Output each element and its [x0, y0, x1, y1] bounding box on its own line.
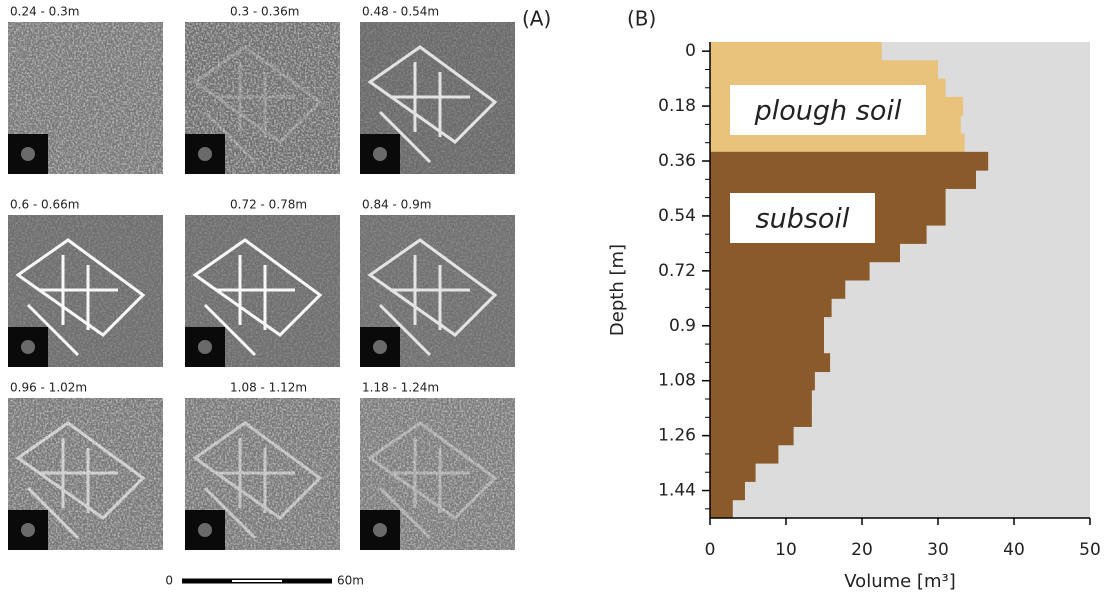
y-tick-label: 0.54	[658, 206, 696, 226]
slice-label: 1.08 - 1.12m	[230, 381, 307, 395]
slice-label: 1.18 - 1.24m	[362, 381, 439, 395]
inset-blob	[373, 340, 387, 354]
panel-label: (A)	[522, 7, 551, 31]
structure	[367, 45, 498, 164]
inset-blob	[21, 523, 35, 537]
inset-blob	[21, 147, 35, 161]
bar	[710, 334, 824, 354]
inset-blob	[198, 523, 212, 537]
legend-label: subsoil	[756, 204, 850, 235]
structure-outline	[367, 421, 498, 540]
y-axis-title: Depth [m]	[607, 244, 628, 336]
bar	[710, 298, 832, 318]
legend-box	[730, 193, 875, 243]
structure-outline	[192, 238, 323, 357]
inset-blob	[373, 147, 387, 161]
bar	[710, 408, 812, 427]
bar	[710, 133, 965, 153]
bar	[710, 261, 870, 281]
structure	[192, 238, 323, 357]
bar	[710, 353, 831, 373]
structure-outline	[192, 45, 323, 164]
x-tick-label: 30	[927, 540, 949, 560]
x-tick-label: 50	[1079, 540, 1101, 560]
x-tick-label: 40	[1003, 540, 1025, 560]
bar	[710, 170, 976, 189]
panel-a: 0.24 - 0.3m 0.3 - 0.36m 0.48 - 0.54m 0.6 - …	[8, 5, 515, 550]
y-tick-label: 0.9	[669, 316, 696, 336]
scale-start: 0	[165, 574, 173, 588]
inset-blob	[373, 523, 387, 537]
bar	[710, 42, 882, 61]
slice-label: 0.24 - 0.3m	[10, 5, 79, 19]
bar	[710, 60, 938, 80]
y-tick-label: 1.08	[658, 371, 696, 391]
y-tick-label: 0.18	[658, 96, 696, 116]
structure-outline	[367, 45, 498, 164]
bar	[710, 463, 756, 482]
slice-label: 0.84 - 0.9m	[362, 198, 431, 212]
bar	[710, 499, 733, 519]
structure	[367, 421, 498, 540]
structure-outline	[15, 421, 146, 540]
structure	[15, 238, 146, 357]
x-axis-title: Volume [m³]	[844, 571, 955, 592]
structure	[192, 45, 323, 164]
legend-box	[730, 85, 926, 135]
y-tick-label: 1.44	[658, 481, 696, 501]
bar	[710, 481, 745, 501]
y-tick-label: 1.26	[658, 426, 696, 446]
slice-label: 0.96 - 1.02m	[10, 381, 87, 395]
inset-blob	[198, 340, 212, 354]
y-tick-label: 0.72	[658, 261, 696, 281]
panel-label: (B)	[627, 7, 656, 31]
y-tick-label: 0.36	[658, 151, 696, 171]
inset-blob	[21, 340, 35, 354]
legend-label: plough soil	[754, 96, 902, 127]
bar	[710, 316, 824, 336]
scale-end: 60m	[337, 574, 364, 588]
bar	[710, 243, 900, 263]
structure-outline	[367, 238, 498, 357]
structure	[367, 238, 498, 357]
x-tick-label: 0	[705, 540, 716, 560]
slice-label: 0.48 - 0.54m	[362, 5, 439, 19]
structure-outline	[192, 421, 323, 540]
x-tick-label: 20	[851, 540, 873, 560]
structure	[15, 421, 146, 540]
bar	[710, 280, 846, 299]
bar	[710, 151, 989, 171]
bar	[710, 389, 812, 409]
bar	[710, 426, 794, 446]
inset-blob	[198, 147, 212, 161]
bar	[710, 371, 815, 391]
slice-label: 0.72 - 0.78m	[230, 198, 307, 212]
panel-b: 0 0.18 0.36 0.54 0.72 0.9 1.08 1.26 1.44 0 10 20 30 4…	[607, 41, 1101, 592]
slice-label: 0.3 - 0.36m	[230, 5, 299, 19]
structure	[192, 421, 323, 540]
x-tick-label: 10	[775, 540, 797, 560]
y-tick-label: 0	[685, 41, 696, 61]
slice-label: 0.6 - 0.66m	[10, 198, 79, 212]
bar	[710, 444, 779, 464]
structure-outline	[15, 238, 146, 357]
